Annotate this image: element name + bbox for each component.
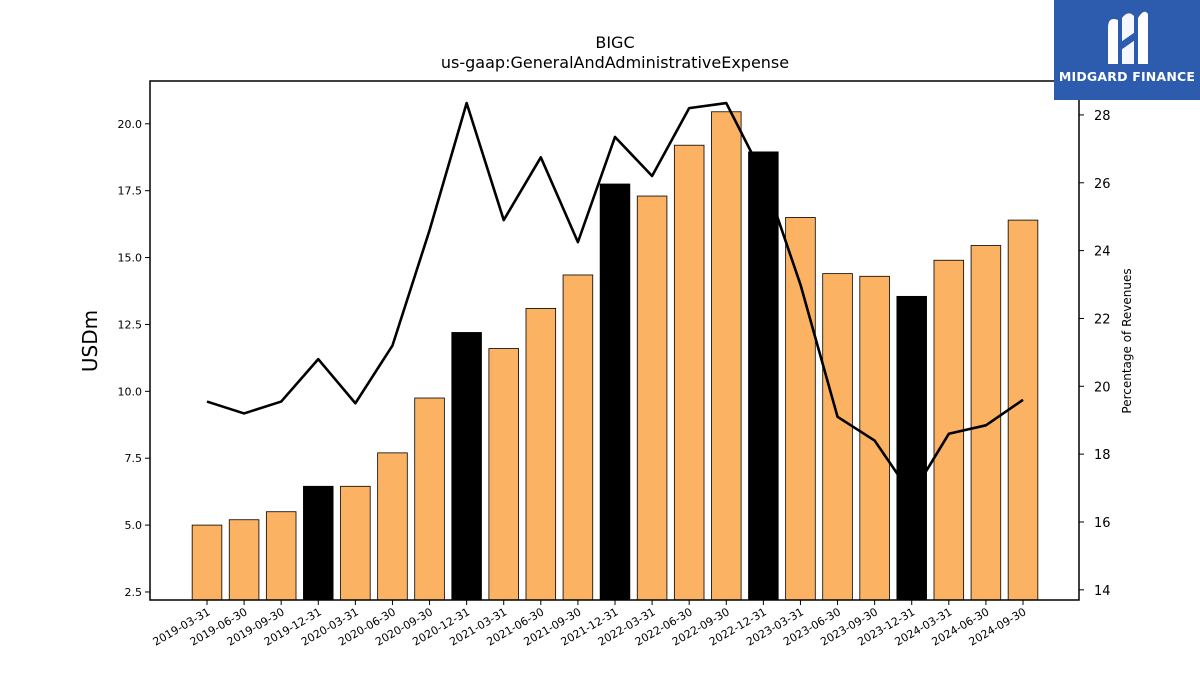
bar-2024-09-30 bbox=[1007, 219, 1039, 601]
bar-2020-12-31 bbox=[451, 332, 482, 601]
y-tick-label: 17.5 bbox=[118, 185, 143, 198]
y-tick-label: 20.0 bbox=[118, 118, 143, 131]
bar-2023-12-31 bbox=[896, 295, 927, 601]
y-tick-label: 5.0 bbox=[125, 519, 143, 532]
bar-2023-09-30 bbox=[859, 275, 890, 601]
bar-2019-06-30 bbox=[228, 519, 260, 601]
x-axis: 2019-03-312019-06-302019-09-302019-12-31… bbox=[151, 600, 1029, 649]
bar-2024-03-31 bbox=[933, 259, 965, 601]
y-tick-label: 12.5 bbox=[118, 318, 143, 331]
y-tick-label: 15.0 bbox=[118, 252, 143, 265]
bar-2022-09-30 bbox=[711, 111, 742, 601]
y2-tick-label: 26 bbox=[1094, 177, 1111, 192]
chart-subtitle: us-gaap:GeneralAndAdministrativeExpense bbox=[441, 53, 789, 72]
y2-tick-label: 22 bbox=[1094, 312, 1111, 327]
bar-2019-03-31 bbox=[191, 524, 223, 601]
line-group bbox=[206, 101, 1024, 497]
bar-2020-06-30 bbox=[377, 452, 408, 601]
bar-2021-09-30 bbox=[562, 274, 594, 601]
y2-tick-label: 16 bbox=[1094, 516, 1111, 531]
bar-2022-12-31 bbox=[748, 151, 779, 601]
bar-2021-03-31 bbox=[488, 348, 519, 601]
y-tick-label: 10.0 bbox=[118, 385, 143, 398]
midgard-m-logo-icon bbox=[1108, 11, 1148, 64]
y2-tick-label: 24 bbox=[1094, 245, 1111, 260]
chart-title: BIGC bbox=[595, 33, 634, 52]
bar-2023-06-30 bbox=[822, 273, 853, 601]
y-axis-label: USDm bbox=[78, 310, 102, 372]
bar-2022-06-30 bbox=[673, 144, 705, 601]
midgard-finance-logo: MIDGARD FINANCE bbox=[1054, 0, 1200, 100]
bar-2023-03-31 bbox=[785, 217, 816, 601]
bar-2021-06-30 bbox=[525, 307, 557, 601]
y-axis-right: 14 16 18 20 22 24 26 28 bbox=[1079, 109, 1111, 599]
y-tick-label: 2.5 bbox=[125, 586, 143, 599]
bar-2019-12-31 bbox=[303, 485, 334, 601]
bar-2021-12-31 bbox=[599, 183, 631, 601]
bar-2019-09-30 bbox=[265, 511, 297, 601]
logo-brand-text: MIDGARD FINANCE bbox=[1058, 69, 1196, 84]
y2-axis-label: Percentage of Revenues bbox=[1120, 268, 1134, 413]
bars-group bbox=[191, 111, 1039, 601]
y2-tick-label: 20 bbox=[1094, 380, 1111, 395]
y2-tick-label: 14 bbox=[1094, 584, 1111, 599]
y2-tick-label: 28 bbox=[1094, 109, 1111, 124]
bar-2024-06-30 bbox=[970, 245, 1002, 601]
bar-2020-09-30 bbox=[414, 397, 445, 601]
y-axis-left: 2.5 5.0 7.5 10.0 12.5 15.0 17.5 20.0 bbox=[118, 118, 150, 599]
bar-2020-03-31 bbox=[340, 485, 371, 601]
y-tick-label: 7.5 bbox=[125, 452, 143, 465]
y2-tick-label: 18 bbox=[1094, 448, 1111, 463]
bar-2022-03-31 bbox=[636, 195, 668, 601]
